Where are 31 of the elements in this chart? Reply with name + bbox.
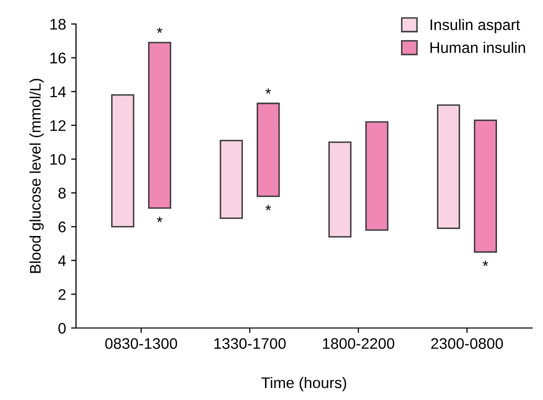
y-tick-label: 8 [58, 188, 66, 199]
x-tick-label: 0830-1300 [105, 338, 178, 349]
y-tick-label: 14 [50, 86, 66, 98]
legend-label: Human insulin [430, 42, 526, 54]
bar [328, 142, 352, 238]
annotation: * [156, 28, 162, 33]
annotation: * [156, 216, 162, 222]
y-tick-label: 10 [50, 154, 66, 165]
bar [148, 42, 172, 209]
y-tick-label: 16 [50, 52, 66, 64]
bar [256, 102, 280, 197]
bar [111, 94, 134, 228]
bar [365, 121, 388, 231]
annotation: * [266, 204, 271, 210]
y-tick-label: 18 [50, 18, 66, 30]
legend-label: Insulin aspart [430, 18, 520, 34]
y-tick-label: 12 [50, 120, 66, 131]
annotation: * [266, 88, 271, 94]
y-tick-label: 4 [58, 255, 66, 266]
bar [436, 104, 460, 230]
bar [474, 120, 497, 253]
y-axis-title: Blood glucose level (mmol/L) [30, 78, 44, 273]
bar [220, 140, 243, 219]
x-axis-title: Time (hours) [261, 376, 346, 392]
annotation: * [482, 260, 488, 266]
y-tick-label: 6 [58, 222, 66, 232]
y-tick-label: 2 [58, 289, 66, 300]
x-tick-label: 2300-0800 [431, 338, 503, 349]
x-tick-label: 1800-2200 [323, 338, 394, 349]
x-tick-label: 1330-1700 [214, 338, 286, 349]
y-tick-label: 0 [58, 322, 66, 334]
